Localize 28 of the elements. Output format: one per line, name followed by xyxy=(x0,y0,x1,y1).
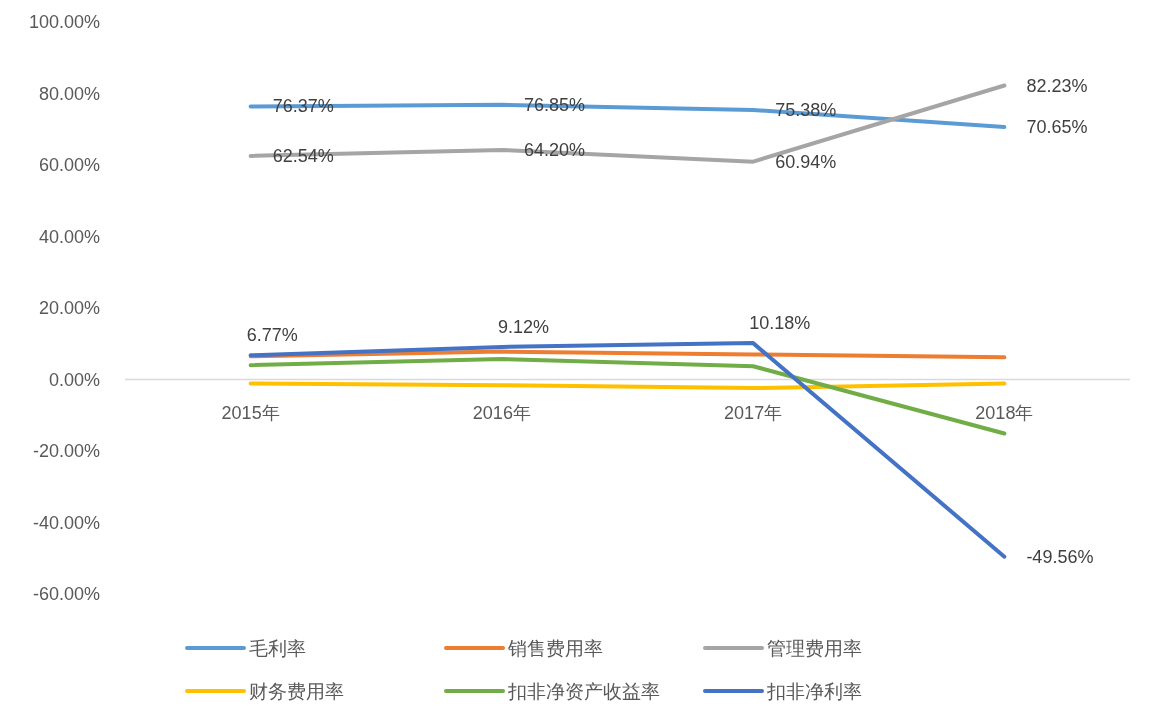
data-label: 70.65% xyxy=(1026,116,1088,137)
data-label: 82.23% xyxy=(1026,75,1088,96)
x-tick-label: 2015年 xyxy=(221,402,280,423)
x-tick-label: 2018年 xyxy=(975,402,1034,423)
data-label: 64.20% xyxy=(523,139,585,160)
y-tick-label: -60.00% xyxy=(32,584,100,604)
data-label: 10.18% xyxy=(749,313,811,334)
legend-label: 扣非净资产收益率 xyxy=(507,680,660,702)
data-label: 9.12% xyxy=(497,316,549,337)
y-tick-label: 20.00% xyxy=(38,298,100,318)
legend-label: 销售费用率 xyxy=(507,637,603,659)
y-tick-label: -40.00% xyxy=(32,512,100,533)
legend-label: 财务费用率 xyxy=(249,680,344,702)
y-tick-label: 60.00% xyxy=(38,155,100,175)
legend-label: 毛利率 xyxy=(249,637,306,659)
data-label: 62.54% xyxy=(272,145,334,166)
y-tick-label: 40.00% xyxy=(38,226,100,247)
y-tick-label: -20.00% xyxy=(32,441,100,461)
legend-label: 管理费用率 xyxy=(767,637,862,659)
legend-label: 扣非净利率 xyxy=(766,680,862,702)
x-tick-label: 2017年 xyxy=(724,402,783,423)
y-tick-label: 100.00% xyxy=(28,12,100,32)
data-label: 6.77% xyxy=(246,325,298,346)
data-label: -49.56% xyxy=(1026,546,1094,567)
y-tick-label: 80.00% xyxy=(38,83,100,104)
x-tick-label: 2016年 xyxy=(472,402,531,423)
y-tick-label: 0.00% xyxy=(48,369,100,390)
data-label: 60.94% xyxy=(775,151,837,172)
